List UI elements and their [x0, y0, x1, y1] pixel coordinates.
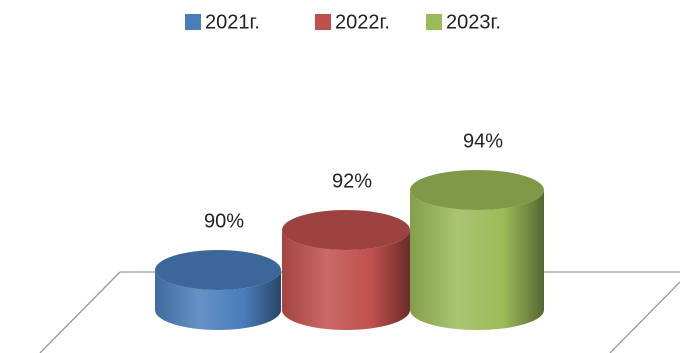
legend-swatch: [185, 14, 201, 30]
legend-swatch: [426, 14, 442, 30]
floor-edge: [609, 281, 680, 353]
bar-top: [282, 210, 410, 250]
data-label: 94%: [463, 130, 503, 152]
bar-top: [155, 250, 281, 290]
floor-edge: [39, 271, 121, 353]
legend-swatch: [315, 14, 331, 30]
data-label: 92%: [332, 170, 372, 192]
legend-label: 2023г.: [446, 11, 501, 33]
legend-label: 2022г.: [335, 11, 390, 33]
bar: [282, 230, 410, 330]
bar-top: [410, 170, 544, 210]
legend-label: 2021г.: [205, 11, 260, 33]
data-label: 90%: [204, 210, 244, 232]
bar: [410, 190, 544, 330]
bar: [155, 270, 281, 330]
